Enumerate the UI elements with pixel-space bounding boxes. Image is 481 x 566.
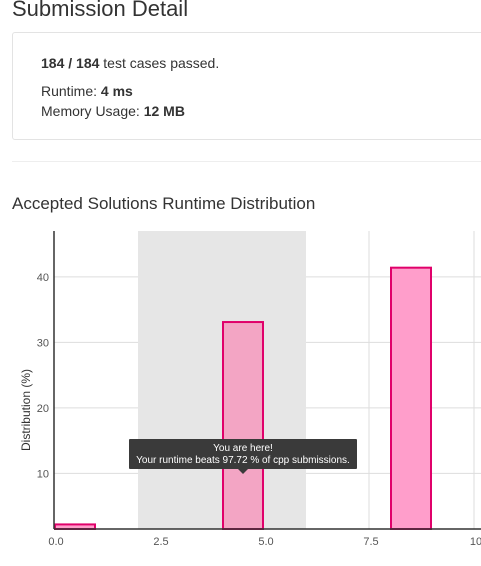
y-tick-label: 40 <box>37 272 49 284</box>
section-title: Accepted Solutions Runtime Distribution <box>12 194 316 213</box>
tooltip-box <box>129 439 357 469</box>
y-axis-label: Distribution (%) <box>19 369 33 451</box>
tooltip-message: Your runtime beats 97.72 % of cpp submis… <box>136 455 350 466</box>
test-cases-count: 184 / 184 <box>41 55 100 71</box>
x-tick-label: 0.0 <box>48 536 63 548</box>
runtime-value: 4 ms <box>100 83 133 99</box>
x-tick-label: 10 <box>470 536 481 548</box>
memory-label: Memory Usage: <box>41 103 140 119</box>
runtime-tooltip: You are here! Your runtime beats 97.72 %… <box>129 439 357 474</box>
x-tick-label: 7.5 <box>363 536 378 548</box>
y-tick-label: 10 <box>37 468 49 480</box>
runtime-label: Runtime: <box>41 83 98 99</box>
memory-line: Memory Usage: 12 MB <box>41 103 185 119</box>
submission-result-panel: 184 / 184 test cases passed. Runtime: 4 … <box>12 32 481 140</box>
page-title: Submission Detail <box>12 0 189 21</box>
x-tick-label: 2.5 <box>153 536 168 548</box>
y-tick-label: 30 <box>37 337 49 349</box>
tooltip-arrow <box>238 469 248 474</box>
runtime-line: Runtime: 4 ms <box>41 83 133 99</box>
x-tick-label: 5.0 <box>258 536 273 548</box>
memory-value: 12 MB <box>143 103 185 119</box>
section-divider <box>12 161 481 162</box>
tooltip-title: You are here! <box>213 443 273 454</box>
test-cases-line: 184 / 184 test cases passed. <box>41 55 219 71</box>
distribution-bar[interactable] <box>390 266 432 531</box>
distribution-bar[interactable] <box>222 321 264 530</box>
test-cases-label: test cases passed. <box>103 55 220 71</box>
y-tick-label: 20 <box>37 403 49 415</box>
